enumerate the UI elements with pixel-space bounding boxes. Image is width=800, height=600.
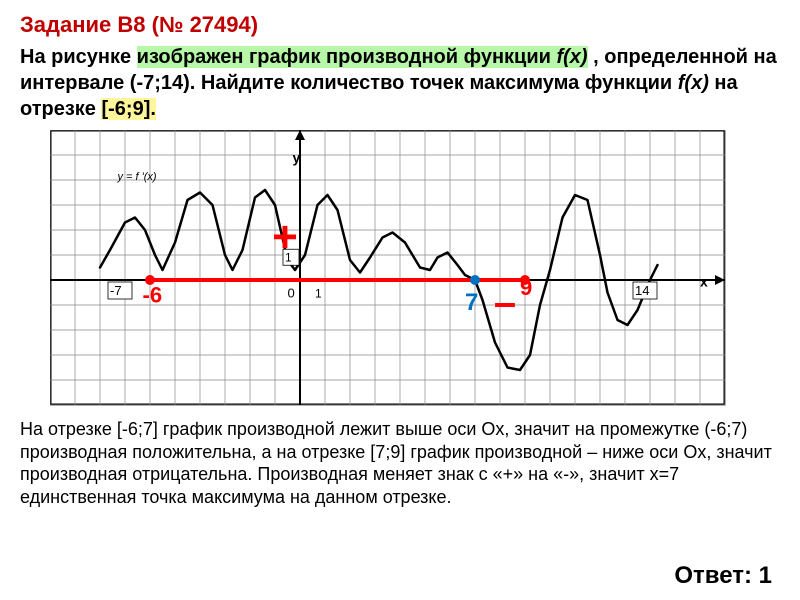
derivative-chart: +–-679-714011y = f '(x)yx (50, 130, 750, 410)
svg-text:9: 9 (520, 275, 532, 300)
txt: На рисунке (20, 46, 137, 68)
svg-text:y: y (293, 150, 301, 166)
problem-statement: На рисунке изображен график производной … (20, 44, 780, 122)
fx: f(x) (678, 72, 709, 94)
highlight-green: изображен график производной функции f(x… (137, 46, 588, 68)
problem-line: На рисунке изображен график производной … (20, 46, 777, 120)
svg-text:x: x (700, 273, 708, 289)
highlight-yellow: [-6;9]. (101, 98, 155, 120)
solution-explanation: На отрезке [-6;7] график производной леж… (20, 418, 780, 508)
svg-text:1: 1 (285, 250, 292, 264)
svg-text:7: 7 (465, 289, 478, 316)
svg-text:14: 14 (635, 283, 649, 298)
answer-value: 1 (759, 562, 772, 589)
svg-text:0: 0 (288, 286, 295, 301)
answer: Ответ: 1 (674, 562, 772, 590)
chart-svg: +–-679-714011y = f '(x)yx (50, 130, 750, 410)
svg-text:1: 1 (315, 287, 322, 301)
txt: изображен график производной функции (137, 46, 557, 68)
answer-label: Ответ: (674, 562, 752, 589)
title-text: Задание B8 (№ 27494) (20, 12, 258, 37)
fx: f(x) (556, 46, 587, 68)
task-title: Задание B8 (№ 27494) (20, 12, 780, 38)
svg-text:-7: -7 (110, 283, 122, 298)
svg-text:–: – (494, 281, 516, 325)
svg-text:y = f '(x): y = f '(x) (117, 171, 157, 183)
svg-text:-6: -6 (143, 283, 163, 308)
